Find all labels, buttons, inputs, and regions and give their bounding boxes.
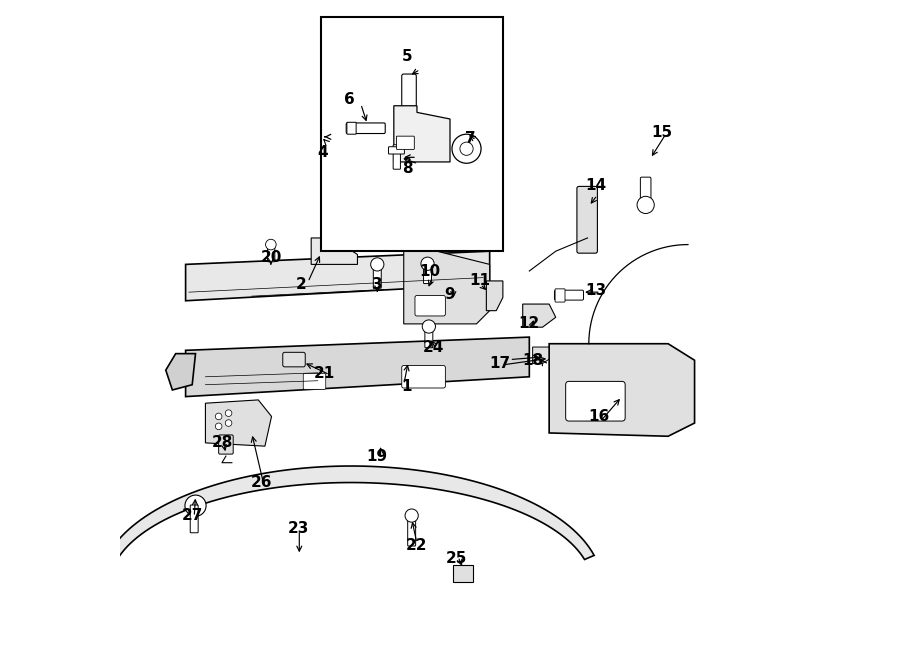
FancyBboxPatch shape bbox=[267, 244, 274, 262]
Circle shape bbox=[637, 196, 654, 214]
Polygon shape bbox=[533, 347, 553, 364]
Polygon shape bbox=[549, 344, 695, 436]
Polygon shape bbox=[311, 238, 357, 264]
Circle shape bbox=[184, 495, 206, 516]
Text: 22: 22 bbox=[406, 538, 428, 553]
Polygon shape bbox=[454, 565, 473, 582]
FancyBboxPatch shape bbox=[393, 145, 400, 169]
Polygon shape bbox=[404, 251, 490, 324]
Circle shape bbox=[371, 258, 384, 271]
FancyBboxPatch shape bbox=[401, 366, 446, 388]
FancyBboxPatch shape bbox=[566, 381, 626, 421]
Text: 13: 13 bbox=[585, 284, 606, 298]
Text: 21: 21 bbox=[314, 366, 335, 381]
Text: 2: 2 bbox=[296, 277, 307, 292]
FancyBboxPatch shape bbox=[577, 186, 598, 253]
FancyBboxPatch shape bbox=[641, 177, 651, 206]
Text: 10: 10 bbox=[419, 264, 441, 278]
FancyBboxPatch shape bbox=[401, 74, 417, 108]
FancyBboxPatch shape bbox=[389, 147, 404, 154]
Circle shape bbox=[215, 423, 222, 430]
FancyBboxPatch shape bbox=[425, 327, 433, 348]
Text: 15: 15 bbox=[651, 125, 672, 139]
Text: 7: 7 bbox=[464, 132, 475, 146]
Circle shape bbox=[460, 142, 473, 155]
Circle shape bbox=[452, 134, 482, 163]
Text: 11: 11 bbox=[469, 274, 491, 288]
Circle shape bbox=[422, 320, 436, 333]
FancyBboxPatch shape bbox=[303, 373, 326, 389]
Circle shape bbox=[266, 239, 276, 250]
Text: 19: 19 bbox=[366, 449, 388, 463]
Text: 25: 25 bbox=[446, 551, 467, 566]
Text: 27: 27 bbox=[182, 508, 202, 523]
Text: 24: 24 bbox=[423, 340, 445, 354]
Text: 28: 28 bbox=[212, 436, 232, 450]
Polygon shape bbox=[486, 281, 503, 311]
Circle shape bbox=[225, 410, 232, 416]
Polygon shape bbox=[205, 400, 272, 446]
FancyBboxPatch shape bbox=[424, 264, 431, 284]
FancyBboxPatch shape bbox=[555, 289, 565, 302]
FancyBboxPatch shape bbox=[415, 295, 446, 316]
Text: 1: 1 bbox=[401, 379, 412, 394]
Text: 23: 23 bbox=[287, 522, 309, 536]
Text: 4: 4 bbox=[318, 145, 328, 159]
FancyBboxPatch shape bbox=[346, 122, 356, 134]
FancyBboxPatch shape bbox=[374, 267, 382, 288]
FancyBboxPatch shape bbox=[219, 435, 233, 454]
Polygon shape bbox=[185, 337, 529, 397]
Text: 20: 20 bbox=[261, 251, 283, 265]
Circle shape bbox=[405, 509, 418, 522]
Text: 3: 3 bbox=[372, 277, 382, 292]
FancyBboxPatch shape bbox=[283, 352, 305, 367]
FancyBboxPatch shape bbox=[346, 123, 385, 134]
Text: 14: 14 bbox=[585, 178, 606, 192]
Polygon shape bbox=[166, 354, 195, 390]
Circle shape bbox=[225, 420, 232, 426]
Text: 9: 9 bbox=[445, 287, 455, 301]
Text: 6: 6 bbox=[344, 92, 355, 106]
Text: 12: 12 bbox=[518, 317, 540, 331]
Circle shape bbox=[215, 413, 222, 420]
Bar bbox=[321, 17, 503, 251]
FancyBboxPatch shape bbox=[190, 505, 198, 533]
Polygon shape bbox=[185, 251, 490, 301]
Polygon shape bbox=[394, 106, 450, 162]
Text: 16: 16 bbox=[588, 409, 609, 424]
Text: 5: 5 bbox=[401, 49, 412, 63]
Text: 18: 18 bbox=[522, 353, 544, 368]
Text: 17: 17 bbox=[489, 356, 510, 371]
Polygon shape bbox=[108, 466, 594, 559]
FancyBboxPatch shape bbox=[408, 518, 416, 546]
FancyBboxPatch shape bbox=[554, 290, 583, 300]
Text: 8: 8 bbox=[401, 161, 412, 176]
Polygon shape bbox=[523, 304, 556, 327]
FancyBboxPatch shape bbox=[397, 136, 414, 149]
Circle shape bbox=[421, 257, 434, 270]
Text: 26: 26 bbox=[251, 475, 273, 490]
